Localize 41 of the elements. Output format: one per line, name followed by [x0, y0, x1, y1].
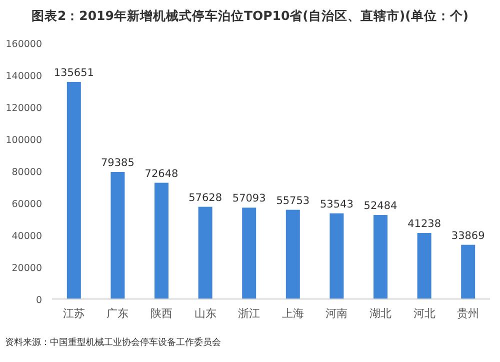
- x-tick-label: 上海: [282, 307, 304, 320]
- bar: [330, 213, 344, 299]
- x-tick-label: 浙江: [238, 307, 260, 320]
- y-tick-label: 100000: [6, 135, 42, 146]
- x-tick-label: 湖北: [370, 307, 392, 320]
- x-tick-label: 山东: [194, 307, 216, 320]
- bar: [374, 215, 388, 299]
- data-label: 57628: [188, 192, 222, 204]
- data-label: 55753: [276, 194, 310, 207]
- data-label: 72648: [144, 168, 178, 180]
- x-tick-label: 陕西: [150, 307, 172, 320]
- x-tick-label: 广东: [106, 307, 129, 320]
- bar: [461, 244, 476, 299]
- data-label: 41238: [408, 218, 442, 230]
- data-label: 57093: [232, 192, 266, 205]
- data-label: 52484: [364, 200, 398, 212]
- text: 资料来源：中国重型机械工业协会停车设备工作委员会: [5, 337, 221, 348]
- bar: [154, 182, 168, 299]
- y-tick-label: 20000: [12, 263, 42, 274]
- y-tick-label: 140000: [6, 71, 42, 82]
- bar: [66, 82, 81, 299]
- data-label: 33869: [451, 230, 485, 242]
- x-tick-label: 河南: [326, 307, 348, 320]
- data-label: 53543: [320, 198, 354, 210]
- data-label: 79385: [100, 156, 134, 169]
- y-tick-label: 120000: [6, 103, 42, 114]
- y-tick-label: 0: [36, 295, 42, 306]
- chart-title: 图表2：2019年新增机械式停车泊位TOP10省(自治区、直辖市)(单位：个): [31, 8, 469, 23]
- data-label: 135651: [54, 66, 94, 79]
- bar: [417, 233, 432, 299]
- y-tick-label: 160000: [6, 39, 42, 50]
- y-tick-label: 80000: [12, 167, 42, 178]
- x-tick-label: 贵州: [457, 307, 480, 320]
- x-tick-label: 河北: [413, 307, 436, 320]
- bar: [198, 206, 212, 299]
- bar: [286, 210, 300, 299]
- bar: [242, 208, 256, 299]
- y-tick-label: 40000: [12, 231, 42, 242]
- x-tick-label: 江苏: [62, 307, 85, 320]
- y-tick-label: 60000: [12, 199, 42, 210]
- bar: [110, 172, 125, 299]
